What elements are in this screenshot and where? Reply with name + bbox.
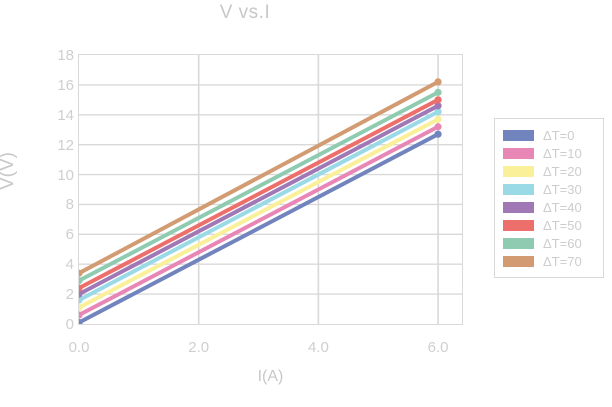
data-point-marker (434, 123, 442, 131)
x-tick-label: 4.0 (307, 339, 329, 356)
x-tick-label: 6.0 (427, 339, 449, 356)
series-line (79, 109, 441, 303)
x-tick-label: 0.0 (68, 339, 90, 356)
legend-item-label: ΔT=0 (543, 127, 575, 143)
legend-item-label: ΔT=10 (543, 145, 582, 161)
legend-item[interactable]: ΔT=60 (503, 234, 595, 252)
data-point-marker (434, 78, 442, 86)
legend-item-label: ΔT=30 (543, 181, 582, 197)
legend-item[interactable]: ΔT=10 (503, 144, 595, 162)
y-tick-label: 8 (65, 196, 74, 214)
legend-item[interactable]: ΔT=40 (503, 198, 595, 216)
legend-color-swatch (503, 147, 534, 159)
legend-color-swatch (503, 165, 534, 177)
series-line (79, 124, 441, 318)
legend-item-label: ΔT=40 (543, 199, 582, 215)
x-tick-label: 2.0 (188, 339, 210, 356)
series-line (79, 117, 441, 310)
legend-color-swatch (503, 255, 534, 267)
legend-item[interactable]: ΔT=20 (503, 162, 595, 180)
data-point-marker (434, 102, 442, 110)
data-point-marker (434, 115, 442, 123)
y-tick-label: 18 (57, 47, 74, 64)
data-point-marker (79, 296, 83, 304)
data-point-marker (79, 284, 83, 292)
series-line (79, 132, 441, 324)
legend-item[interactable]: ΔT=70 (503, 252, 595, 270)
series-line (79, 103, 441, 297)
y-axis-tick-labels: 0 2 4 6 8 10 12 14 16 18 (24, 0, 74, 407)
y-tick-label: 0 (65, 316, 74, 333)
series-line (79, 79, 441, 276)
plot-area (78, 54, 463, 325)
chart-title: V vs.I (219, 2, 271, 23)
legend-item[interactable]: ΔT=0 (503, 126, 595, 144)
legend-item-label: ΔT=50 (543, 217, 582, 233)
data-point-marker (434, 88, 442, 96)
legend-item-label: ΔT=60 (543, 235, 582, 251)
y-tick-label: 12 (57, 136, 74, 154)
series-line (79, 97, 441, 291)
data-point-marker (79, 303, 83, 312)
legend: ΔT=0 ΔT=10 ΔT=20 ΔT=30 ΔT=40 ΔT=50 ΔT=60 ΔT=70 (494, 118, 604, 278)
legend-color-swatch (503, 183, 534, 195)
legend-color-swatch (503, 201, 534, 213)
legend-color-swatch (503, 219, 534, 231)
y-tick-label: 6 (65, 226, 74, 244)
y-tick-label: 16 (57, 76, 74, 94)
legend-color-swatch (503, 129, 534, 141)
legend-color-swatch (503, 237, 534, 249)
series-line (79, 90, 441, 283)
legend-item-label: ΔT=70 (543, 253, 582, 269)
x-axis-title: I(A) (257, 368, 284, 385)
y-tick-label: 4 (65, 256, 74, 274)
legend-item-label: ΔT=20 (543, 163, 582, 179)
data-point-marker (434, 96, 442, 104)
legend-item[interactable]: ΔT=30 (503, 180, 595, 198)
data-point-marker (434, 108, 442, 116)
data-point-marker (79, 311, 83, 319)
y-tick-label: 10 (57, 166, 74, 184)
y-tick-label: 2 (65, 286, 74, 304)
legend-item[interactable]: ΔT=50 (503, 216, 595, 234)
plot-svg (79, 55, 462, 324)
data-point-marker (79, 318, 83, 324)
data-point-marker (79, 277, 83, 285)
data-point-marker (434, 130, 442, 138)
y-tick-label: 14 (57, 106, 74, 124)
data-point-marker (79, 290, 83, 298)
data-point-marker (79, 269, 83, 277)
